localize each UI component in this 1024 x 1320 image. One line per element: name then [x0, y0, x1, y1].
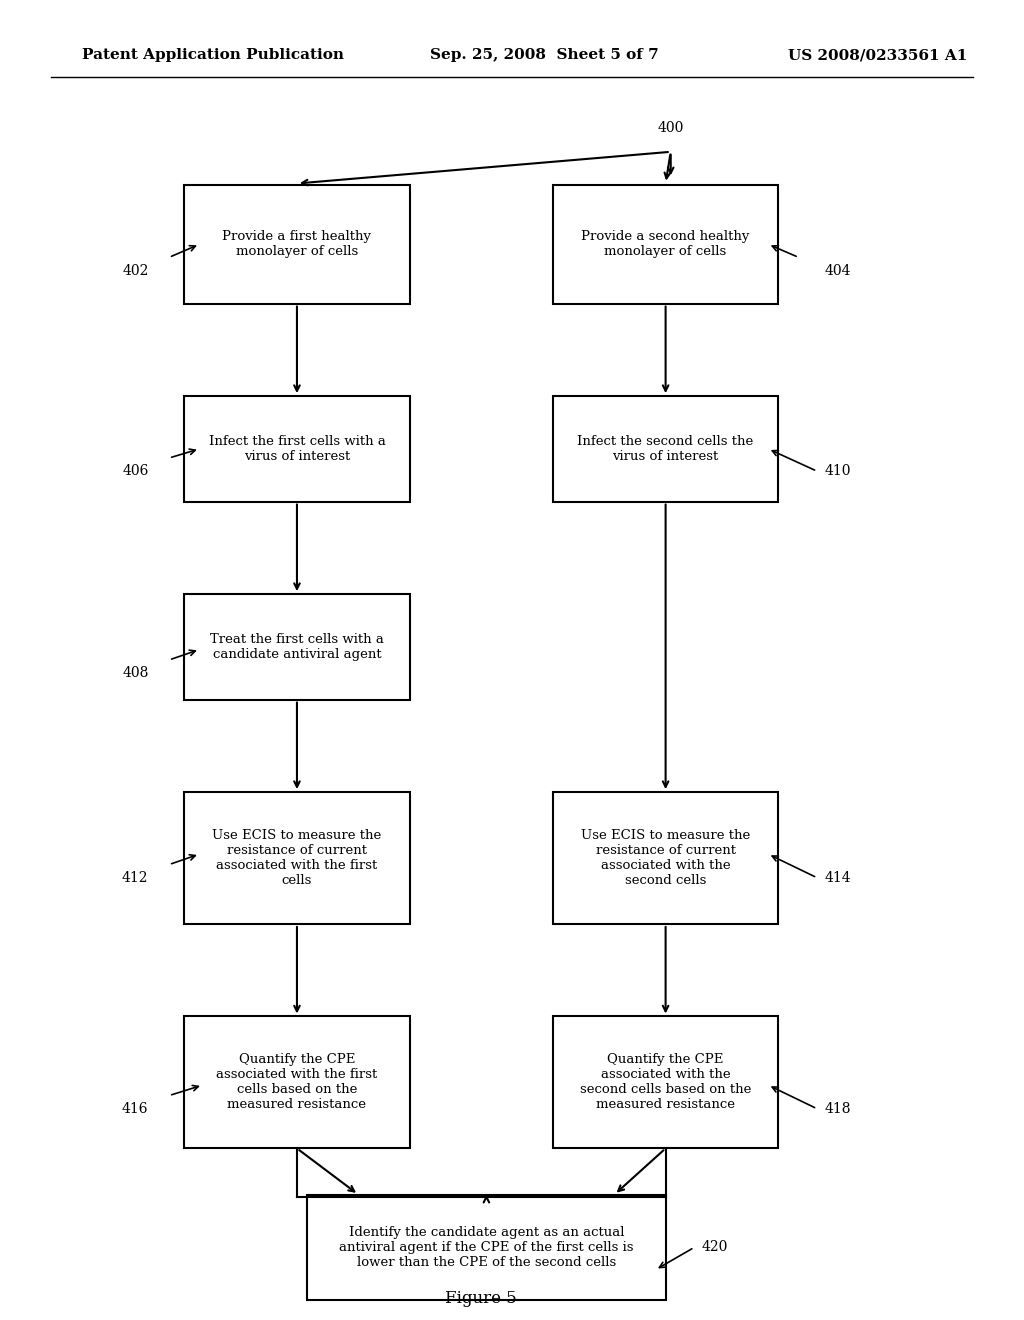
Text: 408: 408 [122, 667, 148, 680]
Text: Identify the candidate agent as an actual
antiviral agent if the CPE of the firs: Identify the candidate agent as an actua… [339, 1226, 634, 1269]
Text: Infect the first cells with a
virus of interest: Infect the first cells with a virus of i… [209, 434, 385, 463]
Text: 404: 404 [824, 264, 851, 277]
FancyBboxPatch shape [184, 396, 410, 502]
Text: Patent Application Publication: Patent Application Publication [82, 49, 344, 62]
FancyBboxPatch shape [553, 185, 778, 304]
Text: 402: 402 [122, 264, 148, 277]
Text: Quantify the CPE
associated with the
second cells based on the
measured resistan: Quantify the CPE associated with the sec… [580, 1053, 752, 1111]
Text: Use ECIS to measure the
resistance of current
associated with the first
cells: Use ECIS to measure the resistance of cu… [212, 829, 382, 887]
Text: Use ECIS to measure the
resistance of current
associated with the
second cells: Use ECIS to measure the resistance of cu… [581, 829, 751, 887]
FancyBboxPatch shape [553, 792, 778, 924]
Text: 410: 410 [824, 465, 851, 478]
Text: 420: 420 [701, 1241, 728, 1254]
FancyBboxPatch shape [553, 396, 778, 502]
Text: 412: 412 [122, 871, 148, 884]
FancyBboxPatch shape [553, 1016, 778, 1148]
Text: Infect the second cells the
virus of interest: Infect the second cells the virus of int… [578, 434, 754, 463]
Text: US 2008/0233561 A1: US 2008/0233561 A1 [788, 49, 968, 62]
Text: 418: 418 [824, 1102, 851, 1115]
FancyBboxPatch shape [307, 1195, 666, 1300]
Text: 414: 414 [824, 871, 851, 884]
Text: 406: 406 [122, 465, 148, 478]
Text: Figure 5: Figure 5 [445, 1290, 517, 1307]
FancyBboxPatch shape [184, 1016, 410, 1148]
Text: 400: 400 [657, 120, 684, 135]
FancyBboxPatch shape [184, 594, 410, 700]
FancyBboxPatch shape [184, 185, 410, 304]
Text: 416: 416 [122, 1102, 148, 1115]
Text: Quantify the CPE
associated with the first
cells based on the
measured resistanc: Quantify the CPE associated with the fir… [216, 1053, 378, 1111]
Text: Provide a second healthy
monolayer of cells: Provide a second healthy monolayer of ce… [582, 230, 750, 259]
Text: Sep. 25, 2008  Sheet 5 of 7: Sep. 25, 2008 Sheet 5 of 7 [430, 49, 658, 62]
FancyBboxPatch shape [184, 792, 410, 924]
Text: Treat the first cells with a
candidate antiviral agent: Treat the first cells with a candidate a… [210, 632, 384, 661]
Text: Provide a first healthy
monolayer of cells: Provide a first healthy monolayer of cel… [222, 230, 372, 259]
